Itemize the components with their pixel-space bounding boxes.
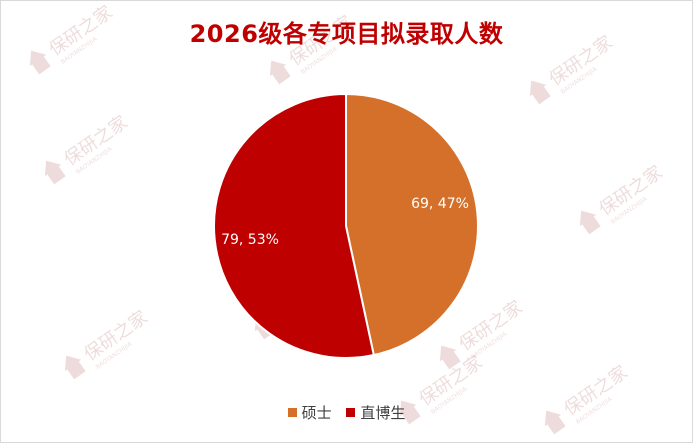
watermark-logo-icon: [544, 410, 566, 435]
legend-swatch: [287, 408, 297, 417]
legend-label: 硕士: [301, 404, 332, 422]
pie-slice-direct-phd: [212, 92, 375, 359]
legend-item-direct-phd: 直博生: [346, 402, 405, 423]
watermark-logo-icon: [399, 400, 421, 425]
legend: 硕士 直博生: [0, 402, 693, 423]
watermark-logo-icon: [439, 345, 461, 370]
watermark-logo-icon: [29, 50, 51, 75]
watermark-logo-icon: [529, 80, 551, 105]
data-label: 79, 53%: [221, 232, 279, 248]
watermark-logo-icon: [579, 210, 601, 235]
data-labels: 69, 47% 79, 53%: [221, 196, 469, 248]
watermark-logo-icon: [44, 160, 66, 185]
pie-slice-master: [345, 92, 479, 357]
watermark-logo-icon: [64, 355, 86, 380]
watermark-logo-icon: [269, 60, 291, 85]
chart-title: 2026级各专项目拟录取人数: [189, 20, 504, 48]
pie-slices: [212, 92, 479, 359]
legend-item-master: 硕士: [287, 402, 332, 423]
legend-label: 直博生: [360, 404, 406, 422]
data-label: 69, 47%: [411, 196, 469, 212]
legend-swatch: [346, 408, 356, 417]
